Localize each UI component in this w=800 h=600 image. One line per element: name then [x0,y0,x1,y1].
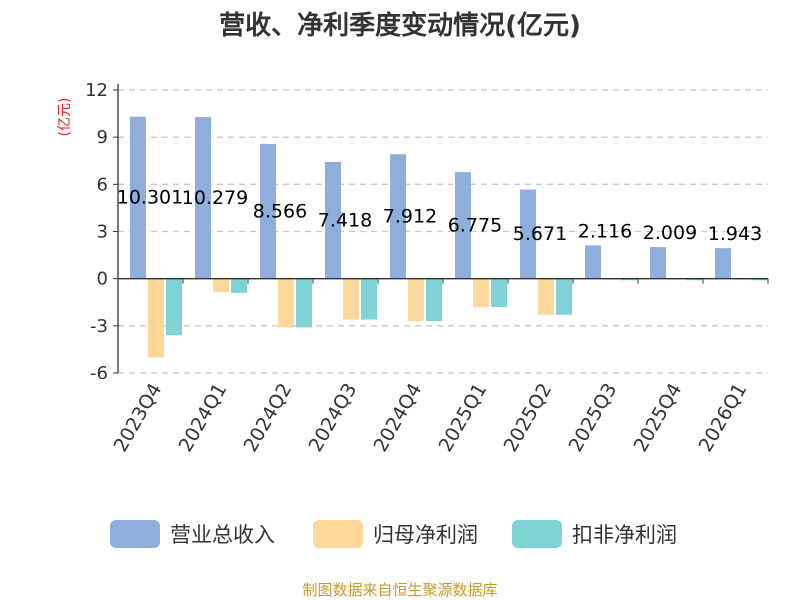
bar-0-6 [520,189,536,279]
bar-1-0 [148,278,164,358]
data-label: 6.775 [448,214,502,236]
y-tick-label: -3 [90,316,108,337]
y-tick-label: 6 [97,174,108,195]
data-label: 5.671 [513,223,567,245]
y-tick-label: 3 [97,222,108,243]
x-tick-label: 2024Q2 [240,380,297,456]
legend-swatch-1 [313,520,363,548]
x-tick-label: 2026Q1 [695,380,752,456]
bar-0-3 [325,162,341,279]
bar-1-3 [343,278,359,320]
bar-1-6 [538,278,554,315]
bar-2-2 [296,278,312,328]
bar-1-5 [473,278,489,307]
y-axis-ticks: 12 9 6 3 0 -3 -6 [85,80,118,384]
bar-2-3 [361,278,377,320]
legend-label-1: 归母净利润 [373,523,478,547]
legend-label-0: 营业总收入 [170,523,275,547]
x-tick-label: 2025Q2 [500,380,557,456]
bar-0-7 [585,245,601,279]
bar-2-6 [556,278,572,315]
x-tick-label: 2025Q1 [435,380,492,456]
bar-0-8 [650,247,666,279]
data-label: 7.912 [383,205,437,227]
y-axis-label: (亿元) [57,98,73,137]
bar-1-2 [278,278,294,328]
x-tick-label: 2025Q4 [630,380,687,456]
x-tick-label: 2025Q3 [565,380,622,456]
bar-2-5 [491,278,507,307]
data-label: 1.943 [708,223,762,245]
bar-0-9 [715,248,731,279]
legend-label-2: 扣非净利润 [572,523,677,547]
x-tick-label: 2024Q4 [370,380,427,456]
y-tick-label: 0 [97,269,108,290]
bar-0-2 [260,143,276,279]
bar-1-4 [408,278,424,322]
bar-2-9 [751,278,767,281]
x-tick-label: 2023Q4 [110,380,167,456]
data-label: 8.566 [253,200,307,222]
y-tick-label: 9 [97,127,108,148]
bar-0-5 [455,172,471,279]
chart-title: 营收、净利季度变动情况(亿元) [219,10,581,41]
y-tick-label: 12 [85,80,108,101]
legend-swatch-0 [110,520,160,548]
bar-0-0 [130,116,146,279]
bars [130,116,767,358]
legend: 营业总收入 归母净利润 扣非净利润 [110,520,677,548]
bar-2-0 [166,278,182,336]
legend-swatch-2 [512,520,562,548]
bar-0-4 [390,154,406,279]
bar-1-1 [213,278,229,293]
data-label: 2.009 [643,222,697,244]
bar-2-7 [621,278,637,281]
data-label: 10.301 [117,187,183,209]
grid-lines [118,89,768,374]
data-label: 2.116 [578,220,632,242]
data-label: 7.418 [318,209,372,231]
bar-0-1 [195,117,211,279]
x-tick-label: 2024Q3 [305,380,362,456]
bar-2-8 [686,278,702,281]
bar-2-4 [426,278,442,322]
bar-2-1 [231,278,247,293]
source-note: 制图数据来自恒生聚源数据库 [302,581,497,599]
data-label: 10.279 [182,187,248,209]
x-tick-label: 2024Q1 [175,380,232,456]
y-tick-label: -6 [90,363,108,384]
